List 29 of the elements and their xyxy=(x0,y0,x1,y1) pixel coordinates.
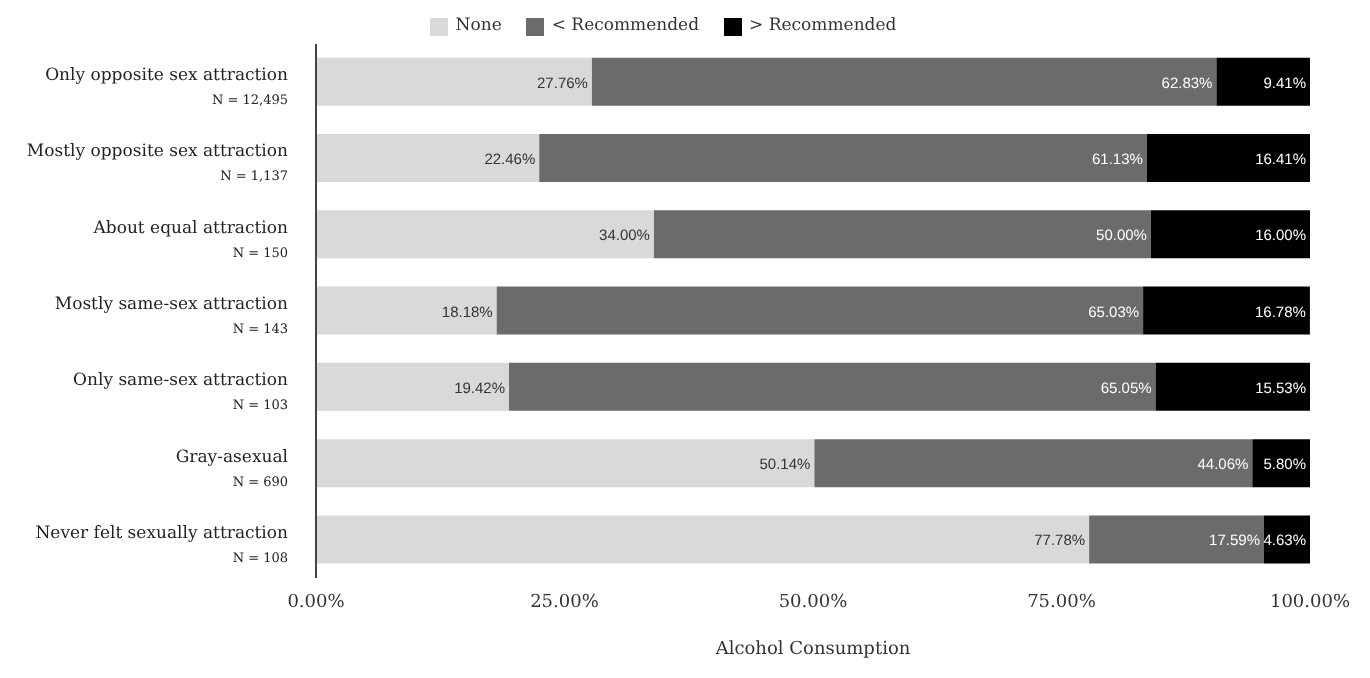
bar xyxy=(653,210,1151,259)
bar xyxy=(496,286,1144,335)
bar xyxy=(1143,286,1310,335)
legend-label: > Recommended xyxy=(747,16,897,36)
bar xyxy=(814,439,1253,488)
bar xyxy=(1089,515,1264,564)
x-tick-label: 25.00% xyxy=(530,592,600,613)
bar xyxy=(316,210,654,259)
bar xyxy=(591,57,1217,106)
bar xyxy=(316,134,540,183)
bar xyxy=(316,362,510,411)
x-tick-label: 50.00% xyxy=(778,592,849,613)
bar xyxy=(316,286,497,335)
bar xyxy=(316,57,592,106)
bar xyxy=(1150,210,1310,259)
x-tick-label: 0.00% xyxy=(287,592,346,613)
x-tick-label: 75.00% xyxy=(1027,592,1097,613)
legend-label: < Recommended xyxy=(549,16,700,36)
bar xyxy=(1252,439,1310,488)
bar xyxy=(1146,134,1310,183)
bar xyxy=(316,439,815,488)
bar xyxy=(316,515,1090,564)
bar xyxy=(539,134,1147,183)
bar xyxy=(1155,362,1310,411)
legend-label: None xyxy=(453,16,502,36)
bar xyxy=(1216,57,1310,106)
x-tick-label: 100.00% xyxy=(1269,592,1351,613)
bar xyxy=(509,362,1156,411)
x-axis-title: Alcohol Consumption xyxy=(713,640,911,660)
